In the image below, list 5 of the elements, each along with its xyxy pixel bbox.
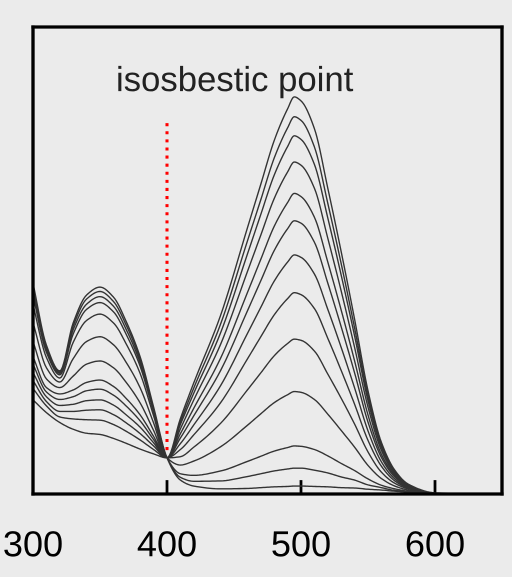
x-tick-label: 600 — [406, 531, 464, 557]
x-tick-label: 400 — [138, 531, 196, 557]
x-tick-label: 300 — [4, 531, 62, 557]
x-tick-label: 500 — [272, 531, 330, 557]
ref-line-label: isosbestic point — [118, 66, 354, 98]
